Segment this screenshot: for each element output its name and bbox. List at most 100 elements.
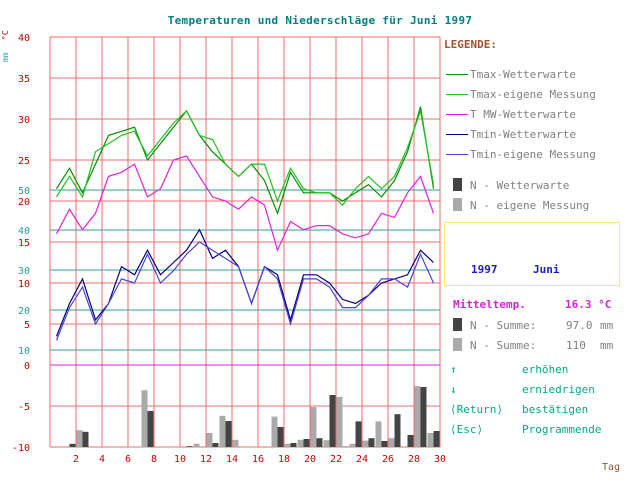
series-line-tmin-own — [55, 241, 435, 341]
precip-bar-n-own — [362, 440, 369, 447]
sum-value: 110 — [566, 339, 586, 352]
date-month: Juni — [533, 263, 560, 276]
precip-tick-label: 30 — [18, 266, 30, 277]
arrow-up-icon: ↑ — [450, 363, 457, 376]
x-tick-label: 12 — [200, 454, 212, 465]
temp-tick-label: -5 — [18, 402, 30, 413]
x-tick-label: 10 — [174, 454, 186, 465]
key-row-increase[interactable]: ↑ erhöhen — [450, 363, 568, 377]
legend-label: Tmax-eigene Messung — [470, 88, 596, 101]
temp-tick-label: 35 — [18, 74, 30, 85]
precip-tick-label: 20 — [18, 306, 30, 317]
precip-tick-label: 50 — [18, 186, 30, 197]
temp-tick-label: 5 — [24, 320, 30, 331]
date-box: 1997 Juni — [444, 222, 620, 286]
sum-label: N - Summe: — [470, 319, 537, 332]
precip-tick-label: 40 — [18, 226, 30, 237]
sum-label: N - Summe: — [470, 339, 537, 352]
precip-bar-n-own — [336, 397, 343, 447]
precip-bar-n-own — [76, 430, 83, 447]
sum-box-n-station — [453, 318, 462, 331]
precip-bar-n-own — [414, 386, 421, 447]
temp-tick-label: 15 — [18, 238, 30, 249]
series-line-tmax-own — [55, 108, 435, 206]
legend-label: N - Wetterwarte — [470, 179, 570, 192]
precip-bar-n-own — [219, 415, 226, 447]
x-tick-label: 18 — [278, 454, 290, 465]
legend-title: LEGENDE: — [444, 38, 497, 51]
legend-line-tmax-own — [446, 94, 468, 95]
precip-bar-n-own — [297, 439, 304, 447]
x-axis-title: Tag — [602, 462, 621, 473]
precip-bar-n-station — [316, 438, 323, 447]
precip-bar-n-own — [193, 443, 200, 447]
legend-label: T MW-Wetterwarte — [470, 108, 576, 121]
temp-tick-label: 20 — [18, 197, 30, 208]
legend-box-n-station — [453, 178, 462, 191]
sum-unit: mm — [600, 319, 614, 332]
precip-bar-n-station — [303, 439, 310, 447]
x-tick-label: 4 — [99, 454, 105, 465]
precip-bar-n-station — [186, 446, 193, 447]
x-tick-label: 14 — [226, 454, 238, 465]
precip-bar-n-station — [407, 435, 414, 447]
sum-box-n-own — [453, 338, 462, 351]
precip-bar-n-own — [271, 416, 278, 447]
return-key-label: ⟨Return⟩ — [450, 403, 503, 416]
precip-bar-n-station — [225, 421, 232, 447]
temp-tick-label: 25 — [18, 156, 30, 167]
key-row-confirm[interactable]: ⟨Return⟩ bestätigen — [450, 403, 588, 417]
x-tick-label: 22 — [330, 454, 342, 465]
precip-bar-n-station — [212, 443, 219, 447]
precip-bar-n-station — [82, 431, 89, 447]
temp-tick-label: 0 — [24, 361, 30, 372]
precip-bar-n-station — [290, 443, 297, 447]
escape-key-label: ⟨Esc⟩ — [450, 423, 484, 436]
precip-bar-n-own — [310, 407, 317, 447]
precip-bar-n-own — [206, 433, 213, 447]
precip-bar-n-station — [277, 427, 284, 447]
date-year: 1997 — [471, 263, 498, 276]
mean-temp-value: 16.3 °C — [565, 298, 612, 311]
legend-line-tmax-station — [446, 74, 468, 75]
precip-bar-n-station — [420, 387, 427, 447]
sum-row-n-station: N - Summe: 97.0 mm — [444, 318, 613, 332]
sum-value: 97.0 — [566, 319, 593, 332]
x-tick-label: 30 — [434, 454, 446, 465]
x-tick-label: 20 — [304, 454, 316, 465]
precip-bar-n-own — [349, 443, 356, 447]
precip-bar-n-station — [381, 441, 388, 447]
x-tick-label: 16 — [252, 454, 264, 465]
precip-axis-unit: mm — [1, 52, 10, 62]
precip-bar-n-own — [284, 443, 291, 447]
precip-bar-n-own — [323, 440, 330, 447]
legend-label: Tmin-Wetterwarte — [470, 128, 576, 141]
legend-label: Tmax-Wetterwarte — [470, 68, 576, 81]
precip-bar-n-station — [329, 395, 336, 447]
mean-temp-label: Mitteltemp. — [453, 298, 526, 311]
x-tick-label: 8 — [151, 454, 157, 465]
precip-bar-n-station — [368, 438, 375, 447]
precip-bar-n-own — [375, 421, 382, 447]
x-tick-label: 26 — [382, 454, 394, 465]
legend-label: N - eigene Messung — [470, 199, 590, 212]
precip-bar-n-own — [141, 390, 148, 447]
legend-label: Tmin-eigene Messung — [470, 148, 596, 161]
page-title: Temperaturen und Niederschläge für Juni … — [167, 14, 473, 27]
precip-bar-n-own — [427, 433, 434, 447]
sum-row-n-own: N - Summe: 110 mm — [444, 338, 613, 352]
key-row-decrease[interactable]: ↓ erniedrigen — [450, 383, 595, 397]
legend-line-tmean-station — [446, 114, 468, 115]
series-line-tmean-station — [55, 155, 435, 252]
legend-box-n-own — [453, 198, 462, 211]
precip-bar-n-station — [394, 414, 401, 447]
x-tick-label: 6 — [125, 454, 131, 465]
precip-bar-n-station — [355, 421, 362, 447]
key-description: erniedrigen — [522, 383, 595, 396]
key-row-exit[interactable]: ⟨Esc⟩ Programmende — [450, 423, 601, 437]
temp-tick-label: 40 — [18, 33, 30, 44]
temp-tick-label: -10 — [12, 443, 30, 454]
precip-bar-n-station — [147, 411, 154, 447]
x-tick-label: 2 — [73, 454, 79, 465]
precip-bar-n-own — [232, 439, 239, 447]
